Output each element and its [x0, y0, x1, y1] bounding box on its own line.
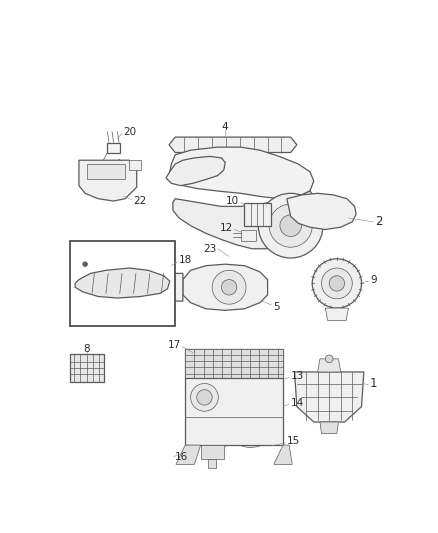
- Circle shape: [221, 280, 237, 295]
- Circle shape: [83, 262, 88, 266]
- Text: 9: 9: [370, 274, 377, 285]
- Circle shape: [329, 276, 345, 291]
- Polygon shape: [176, 445, 201, 464]
- Text: 5: 5: [273, 302, 279, 311]
- Ellipse shape: [198, 424, 235, 447]
- Text: 14: 14: [291, 398, 304, 408]
- Circle shape: [321, 268, 352, 299]
- Polygon shape: [240, 230, 256, 241]
- Polygon shape: [183, 264, 268, 310]
- Polygon shape: [325, 308, 349, 320]
- Polygon shape: [201, 445, 224, 459]
- Circle shape: [212, 270, 246, 304]
- Circle shape: [258, 193, 323, 258]
- Polygon shape: [274, 445, 292, 464]
- Text: 1: 1: [370, 377, 378, 390]
- Circle shape: [191, 384, 218, 411]
- Circle shape: [312, 259, 361, 308]
- Circle shape: [325, 355, 333, 363]
- Text: 10: 10: [226, 196, 239, 206]
- Text: 4: 4: [222, 122, 229, 132]
- Polygon shape: [70, 354, 103, 382]
- Polygon shape: [320, 422, 339, 433]
- Polygon shape: [107, 142, 120, 152]
- Polygon shape: [318, 359, 341, 372]
- Polygon shape: [70, 241, 175, 326]
- Text: 13: 13: [291, 371, 304, 381]
- Text: 16: 16: [175, 451, 188, 462]
- Polygon shape: [173, 191, 318, 249]
- Circle shape: [269, 204, 312, 247]
- Polygon shape: [185, 349, 283, 445]
- Polygon shape: [208, 459, 216, 468]
- Polygon shape: [75, 268, 170, 298]
- Polygon shape: [87, 164, 125, 180]
- Text: 18: 18: [179, 255, 192, 265]
- Text: 12: 12: [220, 223, 233, 233]
- Text: 8: 8: [83, 344, 90, 354]
- Ellipse shape: [232, 424, 269, 447]
- Polygon shape: [185, 349, 283, 378]
- Text: 15: 15: [287, 436, 300, 446]
- Text: 23: 23: [203, 244, 216, 254]
- Polygon shape: [79, 160, 137, 201]
- Text: 20: 20: [124, 127, 137, 137]
- Polygon shape: [287, 193, 356, 230]
- Polygon shape: [170, 147, 314, 199]
- Polygon shape: [169, 137, 297, 152]
- Circle shape: [280, 215, 301, 237]
- Polygon shape: [244, 203, 272, 225]
- Polygon shape: [294, 372, 364, 422]
- Text: 22: 22: [133, 196, 146, 206]
- Polygon shape: [129, 160, 141, 170]
- Text: 2: 2: [375, 215, 383, 228]
- Circle shape: [197, 390, 212, 405]
- Text: 17: 17: [167, 340, 180, 350]
- Polygon shape: [155, 273, 183, 301]
- Polygon shape: [166, 156, 225, 185]
